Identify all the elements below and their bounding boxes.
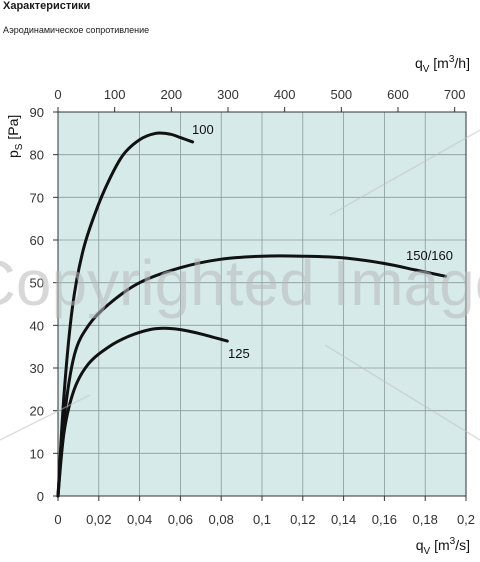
y-axis-label: pS [Pa] xyxy=(5,115,25,158)
y-tick-label-2: 20 xyxy=(30,404,44,419)
series-line-150-160 xyxy=(56,254,448,498)
y-tick-label-7: 70 xyxy=(30,190,44,205)
x2-tick-label-7: 700 xyxy=(444,87,466,102)
y-tick-label-6: 60 xyxy=(30,233,44,248)
x-tick-label-9: 0,18 xyxy=(413,512,438,527)
x-axis-label: qV [m3/s] xyxy=(416,536,470,557)
x-tick-label-4: 0,08 xyxy=(209,512,234,527)
y-tick-label-1: 10 xyxy=(30,446,44,461)
x2-tick-label-3: 300 xyxy=(217,87,239,102)
watermark-text: Copyrighted Image xyxy=(0,247,480,319)
y-tick-label-3: 30 xyxy=(30,361,44,376)
x-tick-label-10: 0,2 xyxy=(457,512,475,527)
watermark-line-2 xyxy=(324,344,480,441)
series-line-100 xyxy=(56,131,195,498)
watermark-line-3 xyxy=(0,394,91,441)
x-tick-label-3: 0,06 xyxy=(168,512,193,527)
x2-tick-label-6: 600 xyxy=(387,87,409,102)
x-tick-label-2: 0,04 xyxy=(127,512,152,527)
y-tick-label-8: 80 xyxy=(30,148,44,163)
x-tick-label-5: 0,1 xyxy=(253,512,271,527)
x-tick-label-7: 0,14 xyxy=(331,512,356,527)
page-title: Характеристики xyxy=(3,0,91,12)
y-tick-label-0: 0 xyxy=(37,489,44,504)
series-label-125: 125 xyxy=(228,346,250,361)
x-tick-label-1: 0,02 xyxy=(86,512,111,527)
y-tick-label-9: 90 xyxy=(30,105,44,120)
y-tick-label-4: 40 xyxy=(30,318,44,333)
series-label-150-160: 150/160 xyxy=(406,248,453,263)
x2-tick-label-2: 200 xyxy=(160,87,182,102)
x2-axis-label: qV [m3/h] xyxy=(415,54,470,75)
x-tick-label-8: 0,16 xyxy=(372,512,397,527)
series-line-125 xyxy=(56,326,229,498)
x-tick-label-6: 0,12 xyxy=(290,512,315,527)
x2-tick-label-4: 400 xyxy=(274,87,296,102)
x2-tick-label-1: 100 xyxy=(104,87,126,102)
watermark-line-1 xyxy=(329,129,480,216)
series-label-100: 100 xyxy=(192,122,214,137)
y-tick-label-5: 50 xyxy=(30,276,44,291)
x2-tick-label-5: 500 xyxy=(330,87,352,102)
page-subtitle: Аэродинамическое сопротивление xyxy=(3,25,150,35)
x2-tick-label-0: 0 xyxy=(54,87,61,102)
x-tick-label-0: 0 xyxy=(54,512,61,527)
